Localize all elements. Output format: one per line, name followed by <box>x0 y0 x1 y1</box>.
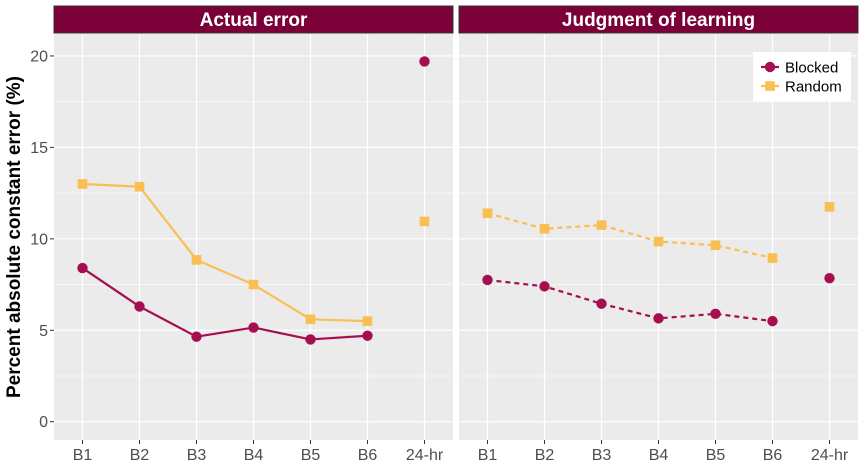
y-axis-label: Percent absolute constant error (%) <box>4 76 25 398</box>
legend-label-blocked: Blocked <box>785 60 838 77</box>
data-point-random <box>191 255 202 265</box>
legend: Blocked Random <box>753 52 851 101</box>
x-tick-label: B3 <box>592 447 612 464</box>
panel-strip <box>458 5 859 34</box>
data-point-blocked <box>824 272 835 284</box>
data-point-random <box>539 223 550 234</box>
y-tick-label: 0 <box>39 414 48 431</box>
x-tick-label: B2 <box>535 447 555 464</box>
legend-key-marker-blocked <box>764 61 776 73</box>
x-tick-label: 24-hr <box>811 447 849 464</box>
x-tick-label: B6 <box>358 447 378 464</box>
data-point-random <box>596 220 607 230</box>
x-tick-label: B1 <box>73 447 93 464</box>
legend-box <box>753 52 851 101</box>
x-tick-label: B5 <box>301 447 321 464</box>
x-tick-label: B4 <box>244 447 264 464</box>
panel-2: Judgment of learning B1 B2 B3 B4 B5 B6 24-hr <box>458 5 859 464</box>
data-point-random <box>482 208 493 219</box>
data-point-blocked <box>134 301 145 312</box>
series-line-random <box>82 182 368 323</box>
panel-title: Actual error <box>200 10 308 31</box>
data-point-random <box>419 216 430 227</box>
data-point-blocked <box>191 331 202 342</box>
series-line-random <box>487 212 773 260</box>
series-line-blocked <box>487 278 773 323</box>
data-point-blocked <box>362 330 373 341</box>
legend-key-marker-random <box>765 81 775 91</box>
data-point-blocked <box>482 274 493 286</box>
data-point-blocked <box>305 334 316 345</box>
series-line-blocked <box>81 267 368 341</box>
data-point-random <box>134 181 145 192</box>
data-point-random <box>362 316 373 326</box>
x-tick-label: B3 <box>187 447 207 464</box>
data-point-blocked <box>77 262 88 274</box>
x-tick-label: B6 <box>763 447 783 464</box>
y-tick-label: 15 <box>30 140 48 157</box>
data-point-blocked <box>596 298 607 309</box>
data-point-random <box>710 240 721 251</box>
data-point-blocked <box>419 56 430 67</box>
y-tick-label: 5 <box>39 323 48 340</box>
data-point-blocked <box>767 315 778 327</box>
x-tick-label: B1 <box>478 447 498 464</box>
data-point-blocked <box>653 313 664 324</box>
y-tick-label: 10 <box>30 231 48 248</box>
y-tick-label: 20 <box>30 48 48 65</box>
data-point-random <box>77 179 88 189</box>
panel-strip <box>53 5 454 34</box>
data-point-random <box>248 279 259 290</box>
data-point-random <box>305 314 316 325</box>
panel-title: Judgment of learning <box>562 10 755 31</box>
x-tick-label: B2 <box>130 447 150 464</box>
data-point-random <box>824 202 835 212</box>
legend-label-random: Random <box>785 79 842 96</box>
x-tick-label: 24-hr <box>406 447 444 464</box>
data-point-random <box>767 253 778 263</box>
data-point-blocked <box>539 281 550 292</box>
data-point-blocked <box>710 308 721 320</box>
x-tick-label: B4 <box>649 447 669 464</box>
data-point-random <box>653 236 664 247</box>
data-point-blocked <box>248 322 259 333</box>
panel-1: Actual error B1 B2 B3 B4 B5 B6 24-hr <box>53 5 454 464</box>
x-tick-label: B5 <box>706 447 726 464</box>
